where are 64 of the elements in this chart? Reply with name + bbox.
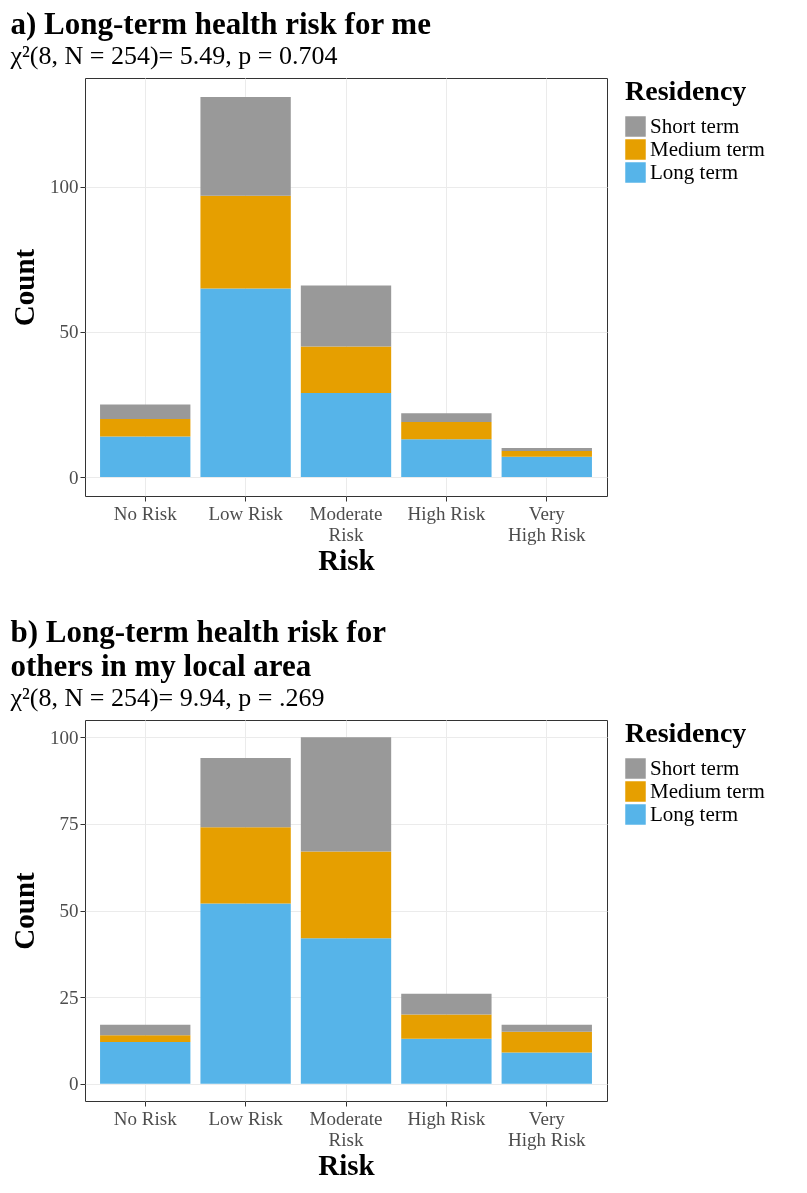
- y-tick-label: 100: [50, 176, 79, 198]
- bar: [501, 1052, 592, 1084]
- bar: [100, 436, 191, 477]
- x-tick-label: High Risk: [407, 502, 486, 524]
- y-tick-label: 50: [59, 321, 79, 343]
- y-axis-title: Count: [8, 871, 40, 950]
- legend-label: Long term: [650, 801, 739, 826]
- x-tick-label: Moderate Risk: [309, 1107, 383, 1150]
- bar: [401, 1038, 492, 1084]
- chart-subtitle: χ²(8, N = 254)= 5.49, p = 0.704: [9, 41, 338, 70]
- bar: [401, 1014, 492, 1039]
- bar: [300, 392, 392, 477]
- bar: [501, 1024, 592, 1032]
- y-tick-label: 0: [69, 466, 79, 488]
- chart-subtitle: χ²(8, N = 254)= 9.94, p = .269: [9, 683, 325, 712]
- bar: [300, 737, 392, 852]
- y-tick-label: 0: [69, 1073, 79, 1095]
- bar: [200, 903, 291, 1084]
- legend-label: Short term: [650, 755, 740, 780]
- chart-title: a) Long-term health risk for me: [10, 6, 431, 41]
- x-tick-label: Very High Risk: [507, 502, 587, 545]
- bar: [200, 195, 291, 289]
- bar: [300, 285, 392, 347]
- x-tick-label: Very High Risk: [507, 1107, 587, 1150]
- bar: [100, 418, 191, 437]
- x-tick-label: Low Risk: [208, 502, 284, 524]
- y-tick-label: 50: [59, 900, 79, 921]
- bar: [100, 1024, 191, 1036]
- legend-label: Long term: [650, 159, 739, 184]
- bar: [100, 404, 191, 419]
- x-tick-label: High Risk: [407, 1107, 486, 1129]
- bar: [100, 1042, 191, 1084]
- y-axis-title: Count: [8, 248, 40, 327]
- bar: [200, 288, 291, 477]
- bar: [300, 346, 392, 393]
- bar: [200, 97, 291, 196]
- x-tick-label: Low Risk: [208, 1107, 284, 1129]
- chart-title: b) Long-term health risk for others in my local area: [10, 614, 387, 683]
- y-tick-label: 100: [50, 726, 79, 748]
- y-tick-label: 75: [59, 813, 79, 835]
- bar: [300, 851, 392, 939]
- bar: [300, 938, 392, 1084]
- legend-title: Residency: [625, 717, 747, 748]
- bar: [401, 439, 492, 477]
- legend-label: Short term: [650, 113, 740, 138]
- bar: [200, 827, 291, 904]
- bar: [200, 758, 291, 828]
- x-tick-label: No Risk: [113, 502, 178, 524]
- y-tick-label: 25: [59, 986, 79, 1008]
- x-tick-label: No Risk: [113, 1107, 178, 1129]
- legend-label: Medium term: [650, 136, 765, 161]
- bar: [401, 413, 492, 422]
- bar: [100, 1035, 191, 1043]
- bar: [501, 1031, 592, 1053]
- x-tick-label: Moderate Risk: [309, 502, 383, 545]
- bar: [501, 456, 592, 477]
- bar: [401, 993, 492, 1015]
- legend-label: Medium term: [650, 778, 765, 803]
- bar: [501, 450, 592, 457]
- bar: [501, 447, 592, 451]
- x-axis-title: Risk: [318, 543, 376, 576]
- bar: [401, 421, 492, 440]
- legend-title: Residency: [625, 75, 747, 106]
- x-axis-title: Risk: [318, 1148, 376, 1181]
